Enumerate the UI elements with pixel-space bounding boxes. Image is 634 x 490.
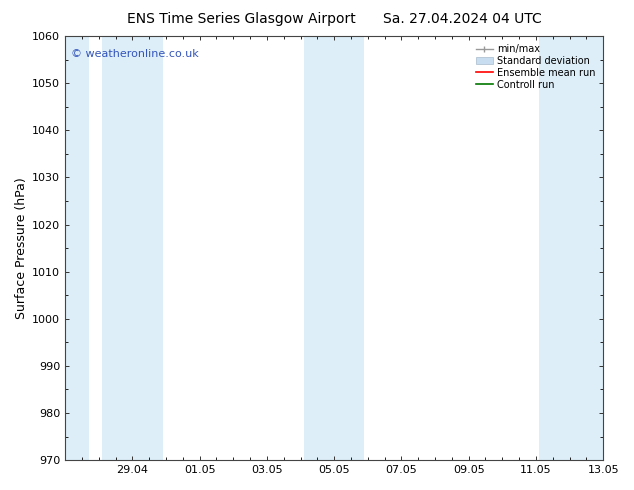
- Y-axis label: Surface Pressure (hPa): Surface Pressure (hPa): [15, 177, 28, 319]
- Bar: [65, 36, 89, 460]
- Text: Sa. 27.04.2024 04 UTC: Sa. 27.04.2024 04 UTC: [384, 12, 542, 26]
- Bar: [304, 36, 365, 460]
- Bar: [102, 36, 163, 460]
- Text: © weatheronline.co.uk: © weatheronline.co.uk: [70, 49, 198, 59]
- Bar: [540, 36, 600, 460]
- Bar: [600, 36, 603, 460]
- Text: ENS Time Series Glasgow Airport: ENS Time Series Glasgow Airport: [127, 12, 355, 26]
- Legend: min/max, Standard deviation, Ensemble mean run, Controll run: min/max, Standard deviation, Ensemble me…: [472, 41, 598, 93]
